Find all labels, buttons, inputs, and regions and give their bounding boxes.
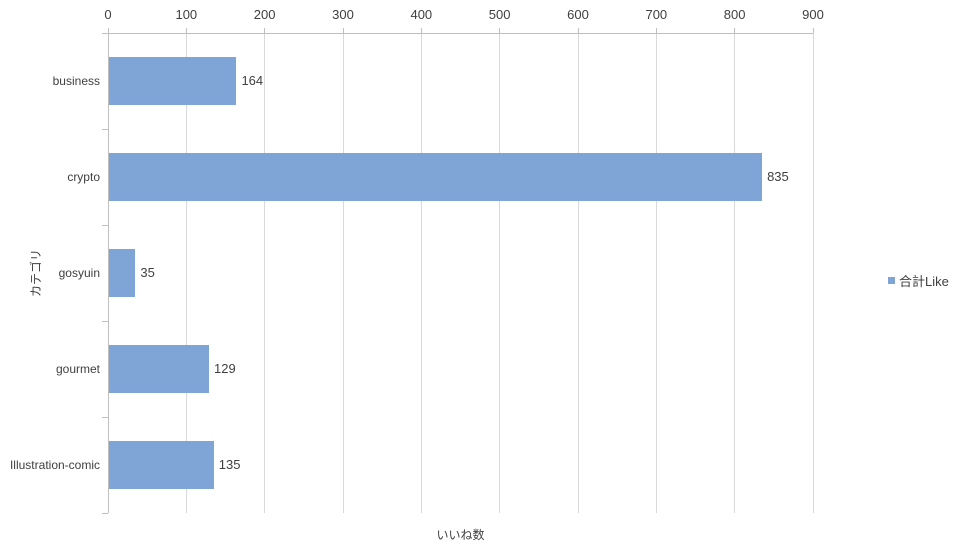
gridline [499,33,501,513]
y-axis-line [107,33,109,513]
x-tick-label: 200 [253,7,276,22]
gridline [420,33,422,513]
x-tick-label: 800 [723,7,746,22]
x-axis-tick [264,28,266,33]
gridline [812,33,814,513]
y-axis-tick [102,224,108,226]
x-tick-label: 300 [332,7,354,22]
y-axis-tick [102,320,108,322]
y-axis-tick [102,128,108,130]
x-axis-tick [655,28,657,33]
x-tick-label: 400 [410,7,433,22]
x-axis-tick [342,28,344,33]
x-axis-title: いいね数 [436,528,485,542]
gridline [655,33,657,513]
legend-marker [888,277,895,284]
y-axis-tick [102,512,108,514]
bar-Illustration-comic [108,441,214,489]
legend: 合計Like [888,271,949,290]
bar-value-label: 164 [241,73,264,88]
gridline [264,33,266,513]
category-label: Illustration-comic [9,458,100,472]
bar-gosyuin [108,249,136,297]
x-axis-tick [185,28,187,33]
bar-value-label: 135 [218,457,241,472]
x-axis-tick [577,28,579,33]
category-label: gourmet [55,362,100,376]
x-tick-label: 500 [488,7,511,22]
gridline [577,33,579,513]
bar-value-label: 129 [214,361,236,376]
x-axis-line [108,32,813,34]
category-label: gosyuin [58,266,100,280]
gridline [734,33,736,513]
bar-value-label: 835 [767,169,789,184]
x-axis-tick [734,28,736,33]
x-tick-label: 100 [175,7,198,22]
x-axis-tick [812,28,814,33]
x-tick-label: 600 [567,7,589,22]
legend-label: 合計Like [899,274,949,289]
y-axis-tick [102,416,108,418]
gridline [342,33,344,513]
x-tick-label: 700 [645,7,668,22]
category-label: business [52,74,100,88]
x-tick-label: 900 [802,7,824,22]
bar-gourmet [108,345,210,393]
x-axis-tick [420,28,422,33]
gridline [185,33,187,513]
x-axis-tick [499,28,501,33]
x-tick-label: 0 [104,7,112,22]
category-label: crypto [67,170,100,184]
bar-business [108,57,237,105]
x-axis-tick [107,28,109,33]
bar-value-label: 35 [140,265,155,280]
bar-crypto [108,153,763,201]
y-axis-tick [102,32,108,34]
